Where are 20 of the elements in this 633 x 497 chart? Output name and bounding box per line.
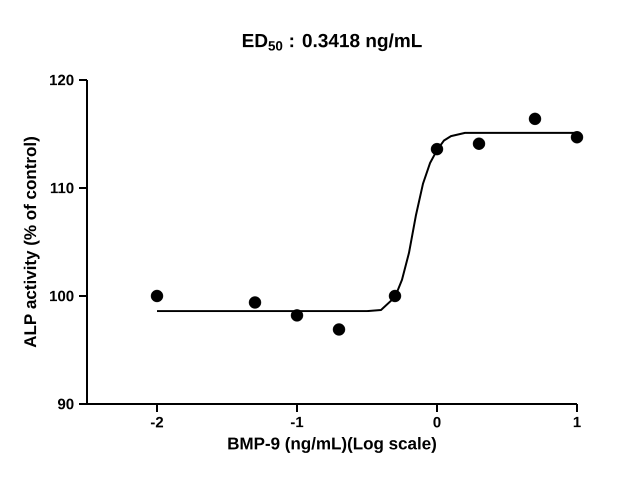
x-tick-label: -2 (150, 416, 164, 428)
y-axis-title: ALP activity (% of control) (24, 137, 40, 348)
point (430, 142, 444, 156)
y-tick-label: 120 (50, 74, 74, 86)
chart-title: ED$_{50}$ : 0.3418 ng/mL (242, 33, 422, 52)
y-tick-label: 100 (50, 290, 74, 302)
x-axis-title: BMP-9 (ng/mL)(Log scale) (228, 437, 436, 453)
y-tick-label: 90 (58, 398, 74, 410)
x-tick-label: -1 (290, 416, 304, 428)
point (332, 323, 346, 336)
point (388, 290, 402, 302)
point (290, 309, 304, 322)
point (248, 296, 262, 309)
x-tick-label: 1 (574, 416, 581, 428)
y-tick-label: 110 (50, 182, 74, 194)
point (570, 131, 584, 144)
point (150, 290, 164, 302)
point (528, 112, 542, 126)
x-tick-label: 0 (433, 416, 441, 428)
point (472, 138, 486, 150)
